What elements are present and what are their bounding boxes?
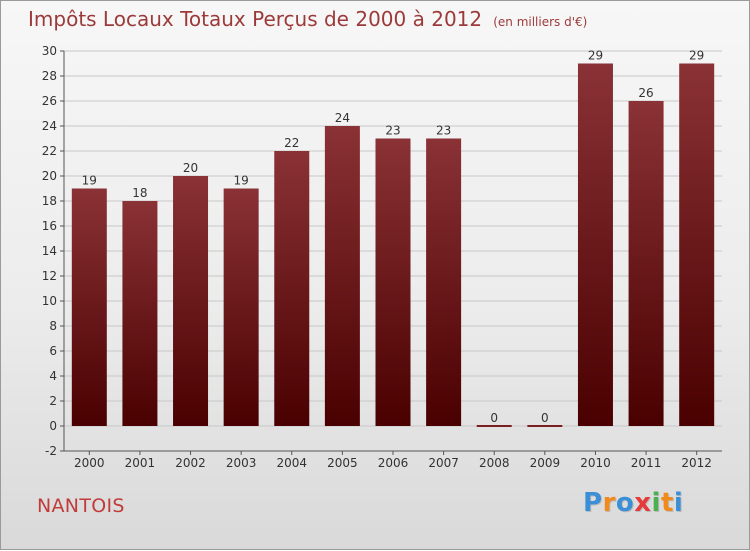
- proxiti-logo[interactable]: Proxiti: [583, 488, 683, 518]
- bar: [375, 138, 411, 426]
- bars: [71, 63, 715, 427]
- bar: [173, 176, 209, 426]
- y-tick-label: 30: [42, 44, 57, 58]
- x-tick-label: 2005: [327, 456, 358, 470]
- y-tick-label: -2: [45, 444, 57, 458]
- x-tick-label: 2011: [631, 456, 662, 470]
- y-tick-label: 26: [42, 94, 57, 108]
- logo-letter: o: [615, 488, 635, 518]
- y-tick-label: 4: [49, 369, 57, 383]
- data-label: 23: [385, 124, 400, 138]
- logo-letter: x: [634, 488, 652, 518]
- x-tick-label: 2012: [681, 456, 712, 470]
- chart-title: Impôts Locaux Totaux Perçus de 2000 à 20…: [28, 7, 483, 31]
- data-label: 24: [335, 111, 350, 125]
- x-tick-label: 2000: [74, 456, 105, 470]
- y-tick-label: 18: [42, 194, 57, 208]
- x-tick-label: 2002: [175, 456, 206, 470]
- x-tick-label: 2008: [479, 456, 510, 470]
- y-tick-label: 2: [49, 394, 57, 408]
- place-name: NANTOIS: [37, 495, 125, 517]
- data-label: 26: [638, 86, 653, 100]
- data-label: 23: [436, 124, 451, 138]
- y-tick-label: 16: [42, 219, 57, 233]
- logo-letter: t: [660, 488, 674, 518]
- y-tick-label: 10: [42, 294, 57, 308]
- data-labels: 19 18 20 19 22 24 23 23 0 0 29 26 29: [82, 49, 705, 426]
- logo-letter: i: [673, 488, 684, 518]
- data-label: 29: [588, 49, 603, 63]
- y-tick-label: 12: [42, 269, 57, 283]
- data-label: 0: [541, 411, 549, 425]
- chart-header: Impôts Locaux Totaux Perçus de 2000 à 20…: [28, 7, 587, 31]
- y-tick-label: 0: [49, 419, 57, 433]
- data-label: 29: [689, 49, 704, 63]
- y-tick-label: 6: [49, 344, 57, 358]
- x-tick-label: 2003: [226, 456, 257, 470]
- chart-unit: (en milliers d'€): [493, 15, 588, 29]
- y-tick-label: 22: [42, 144, 57, 158]
- data-label: 20: [183, 161, 198, 175]
- bar: [426, 138, 462, 426]
- data-label: 19: [234, 174, 249, 188]
- y-tick-label: 24: [42, 119, 57, 133]
- x-tick-label: 2010: [580, 456, 611, 470]
- bar: [577, 63, 613, 426]
- x-tick-label: 2001: [125, 456, 156, 470]
- x-tick-label: 2006: [378, 456, 409, 470]
- bar: [223, 188, 259, 426]
- bar: [122, 201, 158, 426]
- logo-letter: P: [583, 488, 603, 518]
- bar: [679, 63, 715, 426]
- y-tick-label: 14: [42, 244, 57, 258]
- y-tick-label: 20: [42, 169, 57, 183]
- data-label: 22: [284, 136, 299, 150]
- y-tick-label: 28: [42, 69, 57, 83]
- data-label: 18: [132, 186, 147, 200]
- x-tick-label: 2007: [428, 456, 459, 470]
- y-tick-label: 8: [49, 319, 57, 333]
- bar: [71, 188, 107, 426]
- x-tick-label: 2004: [276, 456, 307, 470]
- logo-letter: r: [602, 488, 616, 518]
- logo-letter: i: [651, 488, 661, 518]
- data-label: 0: [490, 411, 498, 425]
- bar: [274, 151, 310, 426]
- x-axis: 2000 2001 2002 2003 2004 2005 2006 2007 2008 2009…: [64, 450, 722, 470]
- x-tick-label: 2009: [530, 456, 561, 470]
- data-label: 19: [82, 174, 97, 188]
- bar: [628, 101, 664, 426]
- bar: [324, 126, 360, 426]
